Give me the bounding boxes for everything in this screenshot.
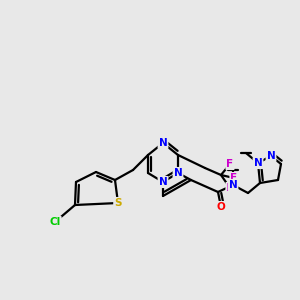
Text: N: N: [174, 168, 182, 178]
Text: N: N: [159, 177, 167, 187]
Text: O: O: [217, 202, 225, 212]
Text: N: N: [229, 180, 237, 190]
Text: Cl: Cl: [50, 217, 61, 227]
Text: F: F: [226, 183, 234, 193]
Text: F: F: [226, 159, 234, 169]
Text: S: S: [114, 198, 122, 208]
Text: F: F: [230, 173, 238, 183]
Text: N: N: [267, 151, 275, 161]
Text: N: N: [254, 158, 262, 168]
Text: N: N: [159, 138, 167, 148]
